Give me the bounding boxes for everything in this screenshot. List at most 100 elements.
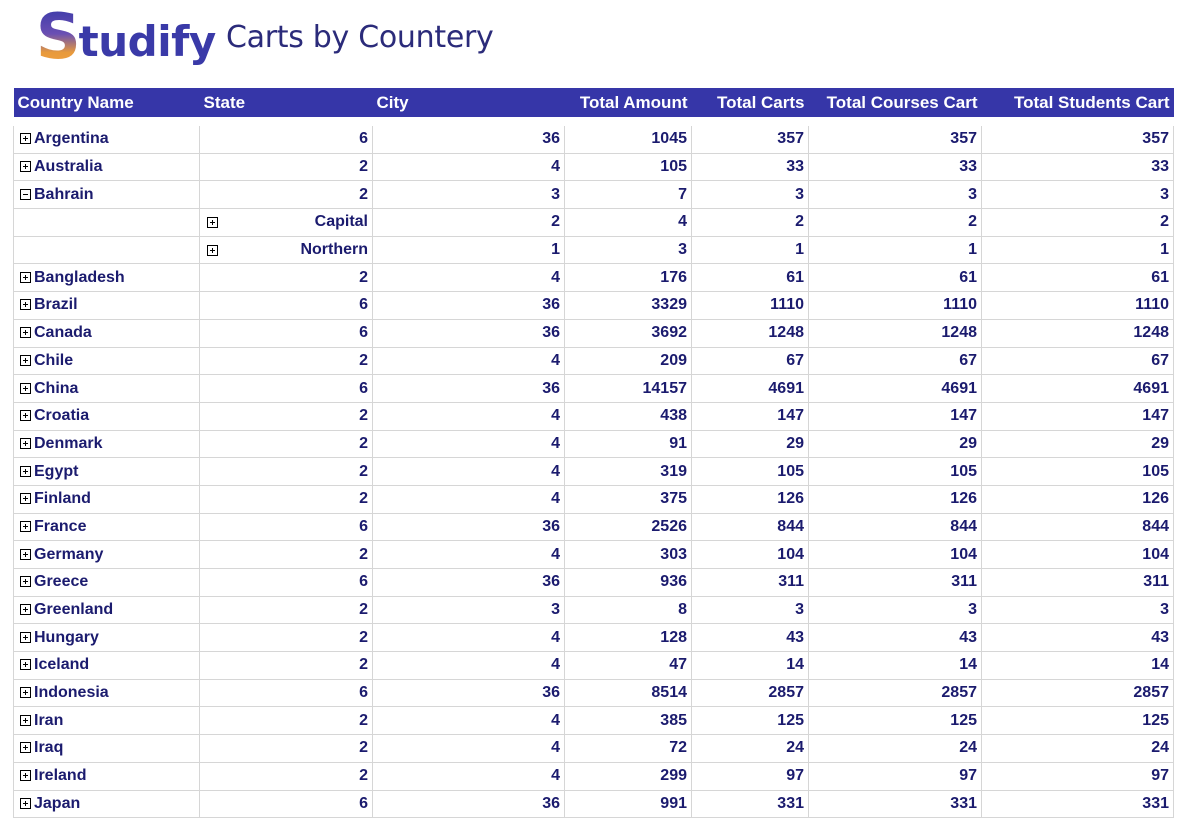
amount-cell: 105 xyxy=(564,152,692,182)
students-cell: 311 xyxy=(981,568,1174,597)
column-header-total-amount[interactable]: Total Amount xyxy=(564,88,692,126)
expand-icon[interactable] xyxy=(20,576,31,588)
expand-icon[interactable] xyxy=(20,520,31,532)
state-cell-content: Capital xyxy=(204,213,368,231)
students-cell: 3 xyxy=(981,180,1174,210)
students-cell: 97 xyxy=(981,761,1174,791)
column-header-total-students-cart[interactable]: Total Students Cart xyxy=(981,88,1174,126)
amount-cell: 8514 xyxy=(564,678,692,708)
expand-icon[interactable] xyxy=(20,327,31,339)
students-cell: 43 xyxy=(981,623,1174,653)
carts-cell: 844 xyxy=(691,512,809,542)
city-cell: 4 xyxy=(372,484,565,514)
expand-icon[interactable] xyxy=(20,437,31,449)
expand-icon[interactable] xyxy=(20,714,31,726)
amount-cell: 47 xyxy=(564,651,692,680)
expand-icon[interactable] xyxy=(20,465,31,477)
courses-cell: 2857 xyxy=(808,678,982,708)
state-cell: 2 xyxy=(199,761,373,791)
report-table-container: Country Name State City Total Amount Tot… xyxy=(13,88,1174,818)
expand-icon[interactable] xyxy=(20,659,31,671)
expand-icon[interactable] xyxy=(20,410,31,422)
expand-icon[interactable] xyxy=(20,548,31,560)
state-name: Capital xyxy=(314,213,368,231)
courses-cell: 29 xyxy=(808,429,982,459)
city-cell: 36 xyxy=(372,512,565,542)
country-row: Indonesia 6 36 8514 2857 2857 2857 xyxy=(13,678,1174,708)
state-cell: 2 xyxy=(199,540,373,569)
students-cell: 105 xyxy=(981,457,1174,486)
country-name-cell: France xyxy=(13,512,200,542)
courses-cell: 357 xyxy=(808,121,982,154)
column-header-state[interactable]: State xyxy=(199,88,373,126)
expand-icon[interactable] xyxy=(207,244,218,256)
students-cell: 1110 xyxy=(981,291,1174,320)
expand-icon[interactable] xyxy=(20,271,31,283)
expand-icon[interactable] xyxy=(20,299,31,311)
column-header-total-carts[interactable]: Total Carts xyxy=(691,88,809,126)
city-cell: 4 xyxy=(372,734,565,763)
expand-icon[interactable] xyxy=(20,604,31,616)
expand-icon[interactable] xyxy=(20,797,31,809)
students-cell: 331 xyxy=(981,789,1174,818)
country-name-cell: Greenland xyxy=(13,595,200,625)
state-cell: 6 xyxy=(199,318,373,348)
courses-cell: 3 xyxy=(808,180,982,210)
carts-cell: 43 xyxy=(691,623,809,653)
country-name: Iceland xyxy=(34,656,90,674)
report-header: S tudify Carts by Countery xyxy=(0,0,1192,88)
country-name-cell: Greece xyxy=(13,568,200,597)
country-name: China xyxy=(34,379,79,397)
courses-cell: 33 xyxy=(808,152,982,182)
city-cell: 4 xyxy=(372,263,565,293)
expand-icon[interactable] xyxy=(20,354,31,366)
expand-icon[interactable] xyxy=(20,382,31,394)
country-name-cell: Egypt xyxy=(13,457,200,486)
city-cell: 36 xyxy=(372,678,565,708)
carts-cell: 1 xyxy=(691,235,809,265)
state-cell: 6 xyxy=(199,789,373,818)
amount-cell: 1045 xyxy=(564,121,692,154)
country-name: Bahrain xyxy=(34,185,94,203)
carts-cell: 126 xyxy=(691,484,809,514)
expand-icon[interactable] xyxy=(20,133,31,145)
collapse-icon[interactable] xyxy=(20,188,31,200)
country-name: Greece xyxy=(34,573,89,591)
country-name: Argentina xyxy=(34,130,109,148)
city-cell: 4 xyxy=(372,623,565,653)
state-row: Capital 2 4 2 2 2 xyxy=(13,208,1174,237)
city-cell: 36 xyxy=(372,318,565,348)
country-row: Croatia 2 4 438 147 147 147 xyxy=(13,401,1174,431)
country-name-cell: Finland xyxy=(13,484,200,514)
city-cell: 36 xyxy=(372,789,565,818)
country-name-cell: Hungary xyxy=(13,623,200,653)
expand-icon[interactable] xyxy=(20,631,31,643)
carts-cell: 125 xyxy=(691,706,809,736)
city-cell: 36 xyxy=(372,291,565,320)
state-cell: 2 xyxy=(199,706,373,736)
expand-icon[interactable] xyxy=(20,161,31,173)
courses-cell: 97 xyxy=(808,761,982,791)
country-name-cell: Chile xyxy=(13,346,200,376)
page-title: Carts by Countery xyxy=(226,20,494,55)
state-cell: 6 xyxy=(199,121,373,154)
state-name: Northern xyxy=(300,241,368,259)
expand-icon[interactable] xyxy=(20,742,31,754)
column-header-city[interactable]: City xyxy=(372,88,565,126)
state-cell: 2 xyxy=(199,429,373,459)
expand-icon[interactable] xyxy=(20,493,31,505)
carts-cell: 1248 xyxy=(691,318,809,348)
country-row: Argentina 6 36 1045 357 357 357 xyxy=(13,121,1174,154)
country-name-cell: Iceland xyxy=(13,651,200,680)
expand-icon[interactable] xyxy=(20,687,31,699)
column-header-total-courses-cart[interactable]: Total Courses Cart xyxy=(808,88,982,126)
carts-cell: 29 xyxy=(691,429,809,459)
country-name: Egypt xyxy=(34,462,79,480)
courses-cell: 2 xyxy=(808,208,982,237)
column-header-country-name[interactable]: Country Name xyxy=(13,88,200,126)
country-row: France 6 36 2526 844 844 844 xyxy=(13,512,1174,542)
students-cell: 126 xyxy=(981,484,1174,514)
amount-cell: 385 xyxy=(564,706,692,736)
expand-icon[interactable] xyxy=(207,216,218,228)
expand-icon[interactable] xyxy=(20,770,31,782)
